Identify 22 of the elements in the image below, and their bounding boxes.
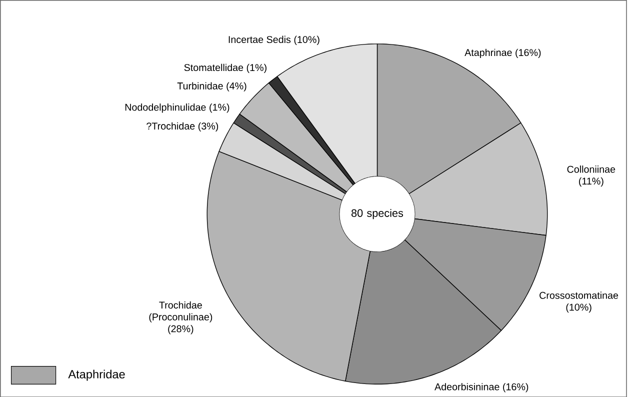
text: Ataphridae	[68, 370, 125, 381]
slice-label: Incertae Sedis	[228, 36, 291, 43]
data-label: (10%)	[566, 303, 592, 312]
slice-label: Ataphrinae	[464, 48, 512, 58]
slice-label: Nododelphinulidae	[125, 103, 206, 112]
data-label: (1%)	[246, 64, 266, 73]
data-label: (3%)	[198, 122, 218, 132]
slice-label: ?Trochidae	[146, 122, 195, 130]
slice-label: Turbinidae	[177, 82, 223, 90]
data-label: (16%)	[516, 48, 541, 58]
data-label: (4%)	[226, 82, 246, 92]
data-label: (10%)	[294, 36, 320, 45]
slice-label: Adeorbisininae	[434, 382, 500, 390]
slice-label: Colloniinae	[567, 165, 616, 173]
data-label: (11%)	[579, 177, 604, 186]
slice-label: Crossostomatinae	[540, 291, 618, 299]
data-label: (28%)	[168, 324, 194, 334]
slice-label: Trochidae (Proconulinae)	[149, 301, 212, 322]
data-label: (16%)	[503, 382, 528, 392]
text: 80 species	[352, 208, 404, 219]
slice-label: Stomatellidae	[184, 64, 244, 71]
data-label: (1%)	[210, 103, 230, 112]
